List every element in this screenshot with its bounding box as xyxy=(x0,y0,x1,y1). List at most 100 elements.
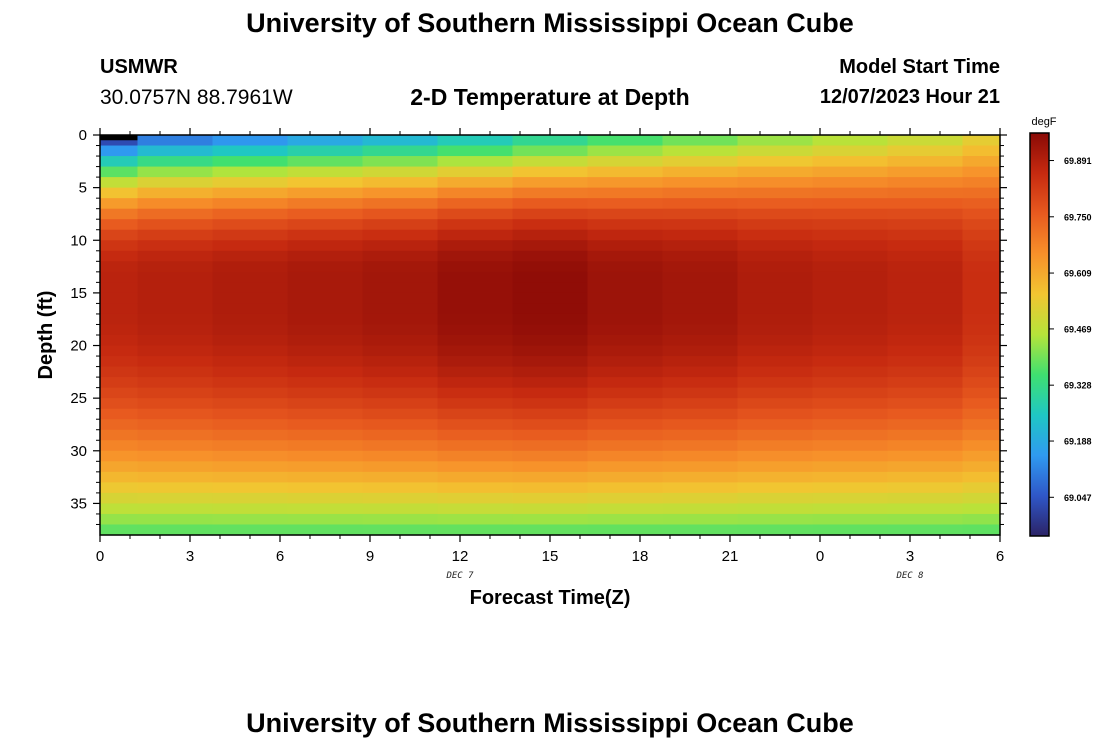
heatmap-cell xyxy=(587,177,664,189)
heatmap-cell xyxy=(962,513,1001,526)
heatmap-cell xyxy=(812,166,889,178)
heatmap-cell xyxy=(662,461,739,473)
heatmap-cell xyxy=(812,335,889,347)
heatmap-cell xyxy=(100,429,139,441)
heatmap-cell xyxy=(100,419,139,431)
heatmap-cell xyxy=(212,524,289,536)
heatmap-cell xyxy=(362,156,439,168)
heatmap-cell xyxy=(100,450,139,462)
heatmap-cell xyxy=(512,261,589,273)
heatmap-cell xyxy=(737,135,814,147)
heatmap-cell xyxy=(100,387,139,399)
heatmap-cell xyxy=(812,440,889,452)
heatmap-cell xyxy=(437,156,514,168)
heatmap-cell xyxy=(437,166,514,178)
heatmap-cell xyxy=(137,177,214,189)
heatmap-cell xyxy=(662,135,739,147)
heatmap-cell xyxy=(662,482,739,494)
heatmap-cell xyxy=(737,524,814,536)
heatmap-cell xyxy=(962,135,1001,147)
heatmap-cell xyxy=(962,219,1001,231)
heatmap-cell xyxy=(887,324,964,336)
heatmap-cell xyxy=(287,461,364,473)
heatmap-cell xyxy=(437,187,514,199)
heatmap-cell xyxy=(362,482,439,494)
heatmap-cell xyxy=(100,461,139,473)
heatmap-cell xyxy=(812,450,889,462)
heatmap-cell xyxy=(587,219,664,231)
heatmap-cell xyxy=(137,166,214,178)
heatmap-cell xyxy=(737,219,814,231)
heatmap-cell xyxy=(212,461,289,473)
heatmap-cell xyxy=(662,419,739,431)
heatmap-cell xyxy=(812,240,889,252)
heatmap-cell xyxy=(287,513,364,526)
colorbar-label: 69.750 xyxy=(1064,212,1092,222)
heatmap-cell xyxy=(887,335,964,347)
heatmap-cell xyxy=(287,303,364,315)
x-tick-label: 21 xyxy=(722,548,739,565)
heatmap-cell xyxy=(137,271,214,283)
heatmap-cell xyxy=(512,219,589,231)
heatmap-cell xyxy=(212,303,289,315)
heatmap-cell xyxy=(137,513,214,526)
heatmap-cell xyxy=(887,177,964,189)
heatmap-cell xyxy=(887,440,964,452)
heatmap-cell xyxy=(100,513,139,526)
heatmap-cell xyxy=(100,271,139,283)
heatmap-cell xyxy=(100,208,139,220)
heatmap-cell xyxy=(737,261,814,273)
heatmap-cell xyxy=(812,471,889,483)
heatmap-cell xyxy=(100,440,139,452)
heatmap-cell xyxy=(737,324,814,336)
heatmap-cell xyxy=(437,313,514,326)
heatmap-cell xyxy=(512,229,589,241)
heatmap-cell xyxy=(812,187,889,199)
heatmap-cell xyxy=(812,408,889,420)
heatmap-cell xyxy=(887,261,964,273)
heatmap-cell xyxy=(812,198,889,210)
heatmap-cell xyxy=(437,387,514,399)
heatmap-cell xyxy=(100,219,139,231)
heatmap-cell xyxy=(587,324,664,336)
heatmap-cell xyxy=(662,356,739,368)
heatmap-cell xyxy=(512,135,589,147)
heatmap-cell xyxy=(737,187,814,199)
heatmap-cell xyxy=(962,398,1001,410)
heatmap-cell xyxy=(737,408,814,420)
heatmap-cell xyxy=(662,408,739,420)
heatmap-cell xyxy=(962,229,1001,241)
heatmap-cell xyxy=(962,345,1001,357)
heatmap-cell xyxy=(512,292,589,305)
heatmap-cell xyxy=(212,156,289,168)
heatmap-cell xyxy=(362,219,439,231)
heatmap-cell xyxy=(737,229,814,241)
heatmap-cell xyxy=(362,440,439,452)
heatmap-cell xyxy=(812,208,889,220)
heatmap-cell xyxy=(437,303,514,315)
heatmap-cell xyxy=(287,324,364,336)
heatmap-cell xyxy=(100,366,139,378)
colorbar-label: 69.469 xyxy=(1064,324,1092,334)
heatmap-cell xyxy=(887,398,964,410)
heatmap-cell xyxy=(512,450,589,462)
heatmap-cell xyxy=(512,366,589,378)
heatmap-cell xyxy=(512,429,589,441)
heatmap-cell xyxy=(737,156,814,168)
heatmap-cell xyxy=(662,177,739,189)
heatmap-cell xyxy=(512,156,589,168)
heatmap-cell xyxy=(887,187,964,199)
heatmap-cell xyxy=(512,482,589,494)
heatmap-cell xyxy=(437,335,514,347)
heatmap-cell xyxy=(887,303,964,315)
heatmap-cell xyxy=(662,345,739,357)
heatmap-cell xyxy=(587,387,664,399)
x-tick-label: 6 xyxy=(276,548,284,565)
heatmap-cell xyxy=(737,429,814,441)
heatmap-cell xyxy=(887,282,964,294)
heatmap-cell xyxy=(362,335,439,347)
y-tick-label: 10 xyxy=(70,232,87,249)
heatmap-cell xyxy=(437,219,514,231)
heatmap-cell xyxy=(737,145,814,157)
heatmap-cell xyxy=(737,356,814,368)
